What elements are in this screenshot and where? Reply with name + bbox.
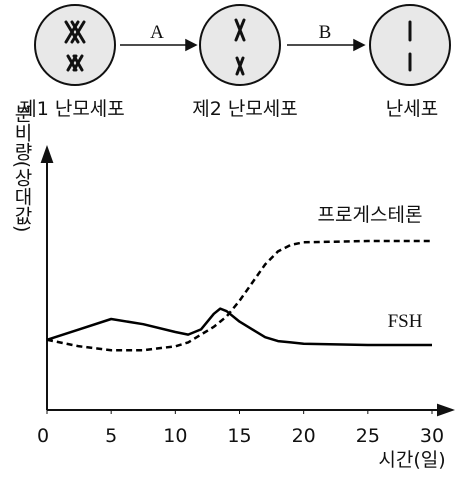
x-tick-label: 0 [37,425,49,447]
chromosome [64,20,86,44]
arrow-head [353,38,366,52]
y-axis-label: 분비량(상대값) [11,104,33,233]
x-axis-label: 시간(일) [378,449,445,471]
arrows [120,38,366,52]
chromosome [66,54,84,72]
chromosomes [64,18,412,76]
axis-arrow [40,145,54,163]
cell [369,4,451,86]
arrow-label: B [319,22,332,43]
cell-label: 제1 난모세포 [19,98,125,120]
cells [34,4,451,86]
cell [34,4,116,86]
x-tick-label: 5 [105,425,117,447]
series-label: FSH [388,311,423,332]
axes [40,145,455,417]
cell [199,4,281,86]
x-tick-label: 15 [227,425,251,447]
chromosome [234,18,246,42]
series-line [46,239,432,352]
x-tick-label: 20 [292,425,316,447]
cell-label: 난세포 [386,98,438,120]
arrow-label: A [150,22,164,43]
x-tick-label: 30 [420,425,444,447]
chromosome [235,56,245,76]
axis-arrow [437,403,455,417]
series-label: 프로게스테론 [318,204,423,226]
x-tick-label: 25 [356,425,380,447]
arrow-head [185,38,198,52]
series-line [46,307,432,347]
x-tick-label: 10 [163,425,187,447]
cell-label: 제2 난모세포 [192,98,298,120]
